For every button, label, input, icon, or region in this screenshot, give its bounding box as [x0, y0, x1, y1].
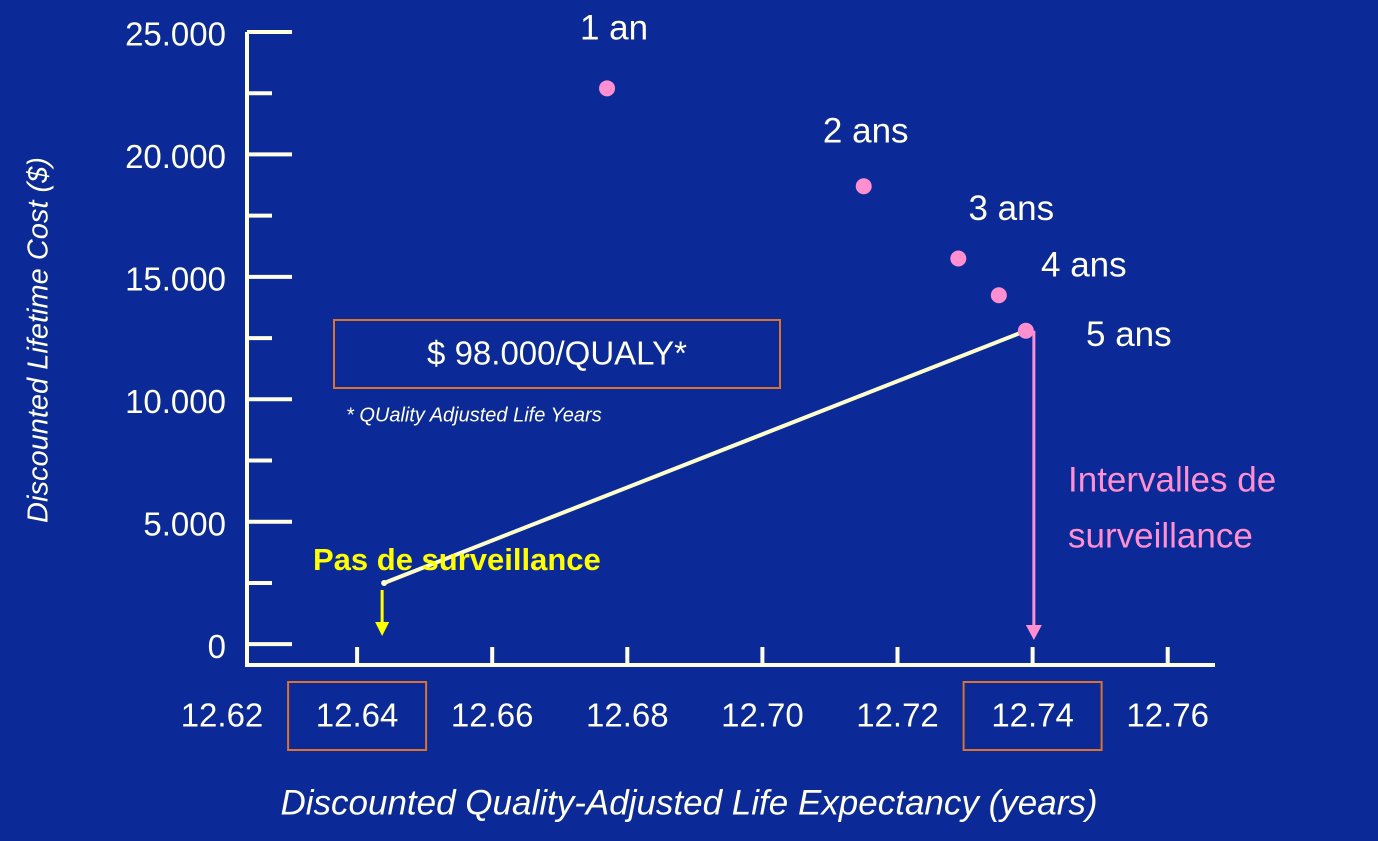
x-tick-label: 12.68	[586, 697, 669, 734]
baseline-point	[381, 579, 388, 586]
baseline-label: Pas de surveillance	[313, 542, 601, 577]
x-axis-label: Discounted Quality-Adjusted Life Expecta…	[280, 783, 1097, 822]
y-tick-label: 5.000	[143, 505, 226, 542]
x-tick-label: 12.72	[856, 697, 939, 734]
ratio-label: $ 98.000/QUALY*	[427, 335, 687, 372]
y-axis-label: Discounted Lifetime Cost ($)	[23, 157, 55, 523]
point	[990, 287, 1007, 304]
interval-label: surveillance	[1068, 516, 1253, 555]
y-tick-label: 0	[208, 628, 226, 665]
ratio-note: * QUality Adjusted Life Years	[346, 404, 602, 426]
x-tick-label: 12.62	[181, 697, 264, 734]
y-tick-label: 15.000	[125, 261, 226, 298]
ratio-box	[333, 319, 781, 389]
point-label: 3 ans	[968, 189, 1054, 228]
point	[855, 178, 872, 195]
tick-highlight-box	[962, 681, 1103, 751]
point	[950, 250, 967, 267]
tick-highlight-box	[287, 681, 428, 751]
interval-label: Intervalles de	[1068, 460, 1276, 499]
x-tick-label: 12.70	[721, 697, 804, 734]
point	[1017, 322, 1034, 339]
baseline-arrowhead	[375, 622, 390, 636]
point-label: 4 ans	[1041, 245, 1127, 284]
point-label: 2 ans	[823, 112, 909, 151]
icer-line	[383, 328, 1027, 585]
y-tick-label: 20.000	[125, 138, 226, 175]
x-tick-label: 12.74	[991, 697, 1074, 734]
point-label: 1 an	[580, 9, 648, 48]
interval-arrowhead	[1025, 625, 1042, 640]
point	[599, 80, 616, 97]
y-tick-label: 25.000	[125, 16, 226, 53]
y-tick-label: 10.000	[125, 383, 226, 420]
x-tick-label: 12.64	[316, 697, 399, 734]
point-label: 5 ans	[1086, 315, 1172, 354]
x-tick-label: 12.76	[1126, 697, 1209, 734]
x-tick-label: 12.66	[451, 697, 534, 734]
